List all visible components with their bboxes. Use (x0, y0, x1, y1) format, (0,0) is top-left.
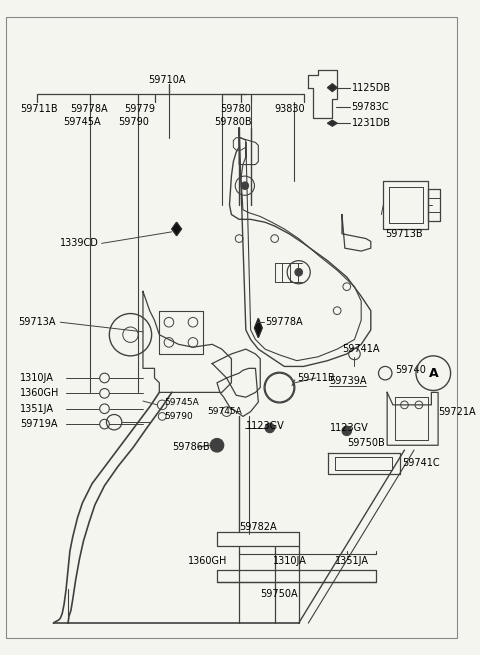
Text: 59745A: 59745A (207, 407, 242, 416)
Text: 59740: 59740 (395, 365, 426, 375)
Text: 59741A: 59741A (342, 344, 380, 354)
Polygon shape (327, 84, 337, 92)
Text: 59745A: 59745A (164, 398, 199, 407)
Text: 59779: 59779 (124, 103, 155, 114)
Text: 59778A: 59778A (265, 317, 303, 328)
Text: 59790: 59790 (164, 412, 193, 421)
Text: 93830: 93830 (275, 103, 305, 114)
Circle shape (342, 426, 351, 436)
Text: 59780B: 59780B (214, 117, 252, 127)
Text: 1123GV: 1123GV (329, 423, 368, 433)
Text: 59786B: 59786B (172, 442, 209, 452)
Text: A: A (429, 367, 438, 380)
Text: 59783C: 59783C (351, 102, 389, 112)
Text: 59750B: 59750B (347, 438, 384, 448)
Circle shape (241, 182, 249, 189)
Text: 1339CD: 1339CD (60, 238, 99, 248)
Text: 59782A: 59782A (239, 522, 277, 532)
Text: 1125DB: 1125DB (351, 83, 391, 92)
Text: 59710A: 59710A (148, 75, 186, 85)
Text: 59745A: 59745A (63, 117, 101, 127)
Text: 1360GH: 1360GH (20, 388, 60, 398)
Text: 59711B: 59711B (20, 103, 58, 114)
Text: 59713B: 59713B (385, 229, 423, 239)
Text: 59780: 59780 (220, 103, 251, 114)
Text: 59713A: 59713A (18, 317, 56, 328)
Text: 1351JA: 1351JA (20, 403, 54, 414)
Text: 1360GH: 1360GH (188, 555, 228, 566)
Text: 1310JA: 1310JA (20, 373, 54, 383)
Text: 59750A: 59750A (261, 590, 298, 599)
Text: 59790: 59790 (118, 117, 149, 127)
Text: 59711B: 59711B (297, 373, 335, 383)
Text: 59719A: 59719A (20, 419, 58, 429)
Text: 1310JA: 1310JA (273, 555, 307, 566)
Circle shape (265, 423, 275, 433)
Text: 59741C: 59741C (403, 458, 440, 468)
Text: 59739A: 59739A (329, 376, 367, 386)
Text: 59721A: 59721A (438, 407, 476, 417)
Circle shape (295, 269, 302, 276)
Text: 1123GV: 1123GV (246, 421, 285, 431)
Text: 59778A: 59778A (70, 103, 108, 114)
Polygon shape (327, 121, 337, 126)
Text: 1231DB: 1231DB (351, 118, 391, 128)
Polygon shape (254, 318, 262, 337)
Circle shape (210, 439, 224, 452)
Polygon shape (172, 222, 181, 236)
Text: 1351JA: 1351JA (335, 555, 369, 566)
